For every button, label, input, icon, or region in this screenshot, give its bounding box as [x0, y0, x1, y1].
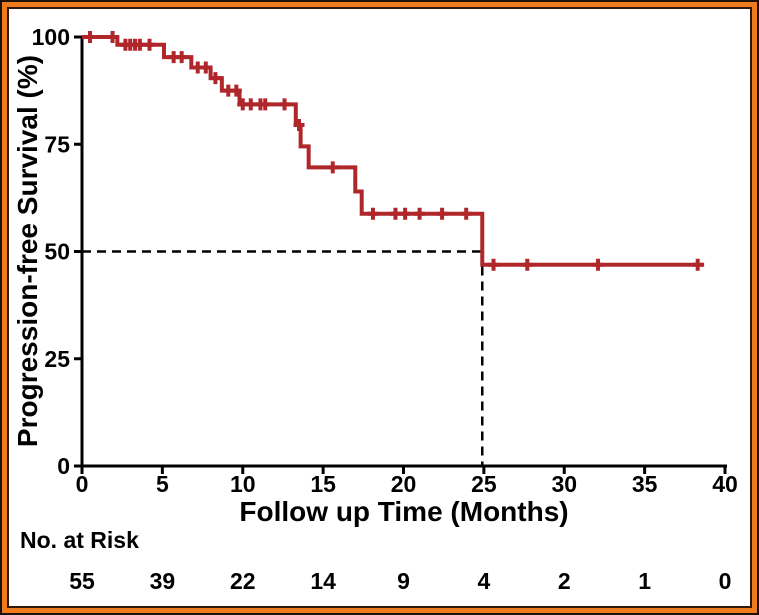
risk-count: 55 [69, 568, 95, 594]
risk-table-label: No. at Risk [20, 527, 139, 553]
km-curve [82, 35, 705, 267]
risk-count: 4 [477, 568, 490, 594]
risk-count: 2 [558, 568, 571, 594]
risk-count: 39 [150, 568, 176, 594]
risk-count: 9 [397, 568, 410, 594]
x-axis-tick-label: 5 [156, 471, 169, 497]
risk-count: 1 [638, 568, 651, 594]
x-axis-title: Follow up Time (Months) [239, 496, 568, 527]
censor-marks [84, 31, 704, 271]
x-axis-tick-label: 25 [471, 471, 497, 497]
x-axis-tick-label: 35 [632, 471, 658, 497]
y-axis-tick-label: 0 [57, 453, 70, 479]
x-axis-tick-label: 0 [76, 471, 89, 497]
x-axis-tick-label: 15 [310, 471, 336, 497]
y-axis-tick-label: 75 [44, 131, 70, 157]
x-axis-tick-label: 10 [230, 471, 256, 497]
risk-count: 22 [230, 568, 256, 594]
y-axis-tick-label: 50 [44, 239, 70, 265]
x-axis-tick-label: 30 [551, 471, 577, 497]
x-axis-tick-label: 20 [391, 471, 417, 497]
y-axis-title: Progression-free Survival (%) [12, 55, 43, 447]
y-axis-tick-label: 100 [32, 24, 70, 50]
x-axis-tick-label: 40 [712, 471, 738, 497]
y-axis-tick-label: 25 [44, 346, 70, 372]
figure-canvas: 0 5 10 15 20 25 30 35 40 0 25 50 75 100 Follow up Time… [7, 7, 752, 608]
risk-count: 0 [719, 568, 732, 594]
risk-count: 14 [310, 568, 336, 594]
